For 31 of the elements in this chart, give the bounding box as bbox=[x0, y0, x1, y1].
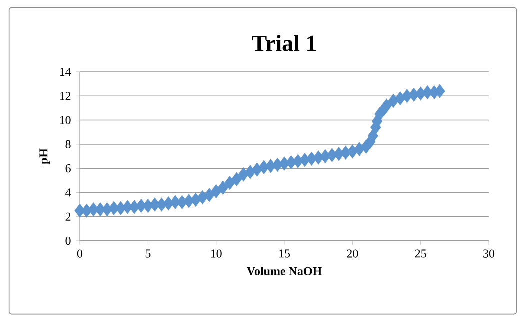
y-tick-label: 12 bbox=[60, 92, 71, 100]
point bbox=[190, 193, 202, 207]
point bbox=[224, 176, 236, 190]
x-tick-label: 0 bbox=[77, 250, 83, 258]
y-tick-label: 2 bbox=[66, 212, 71, 221]
y-tick-label: 8 bbox=[66, 140, 71, 148]
x-tick-label: 25 bbox=[415, 250, 426, 258]
point bbox=[197, 190, 208, 204]
point bbox=[218, 180, 228, 195]
point bbox=[211, 184, 222, 198]
x-tick-label: 10 bbox=[211, 250, 222, 258]
y-tick-label: 6 bbox=[66, 164, 71, 173]
y-tick-label: 14 bbox=[60, 68, 72, 76]
y-tick-label: 4 bbox=[66, 188, 72, 197]
y-axis-title: pH bbox=[40, 148, 50, 164]
chart-title: Trial 1 bbox=[252, 35, 316, 52]
y-tick-label: 10 bbox=[60, 116, 71, 124]
x-tick-label: 5 bbox=[146, 250, 151, 258]
point bbox=[238, 168, 249, 182]
point bbox=[232, 172, 242, 186]
point bbox=[347, 144, 358, 159]
point bbox=[204, 188, 215, 202]
point bbox=[434, 84, 446, 98]
y-tick-label: 0 bbox=[66, 236, 71, 246]
x-tick-label: 15 bbox=[280, 250, 290, 258]
point bbox=[368, 129, 378, 143]
x-tick-label: 30 bbox=[484, 250, 495, 258]
point bbox=[381, 98, 392, 113]
x-axis-title: Volume NaOH bbox=[247, 266, 322, 276]
point bbox=[252, 162, 263, 177]
x-tick-label: 20 bbox=[347, 250, 358, 258]
